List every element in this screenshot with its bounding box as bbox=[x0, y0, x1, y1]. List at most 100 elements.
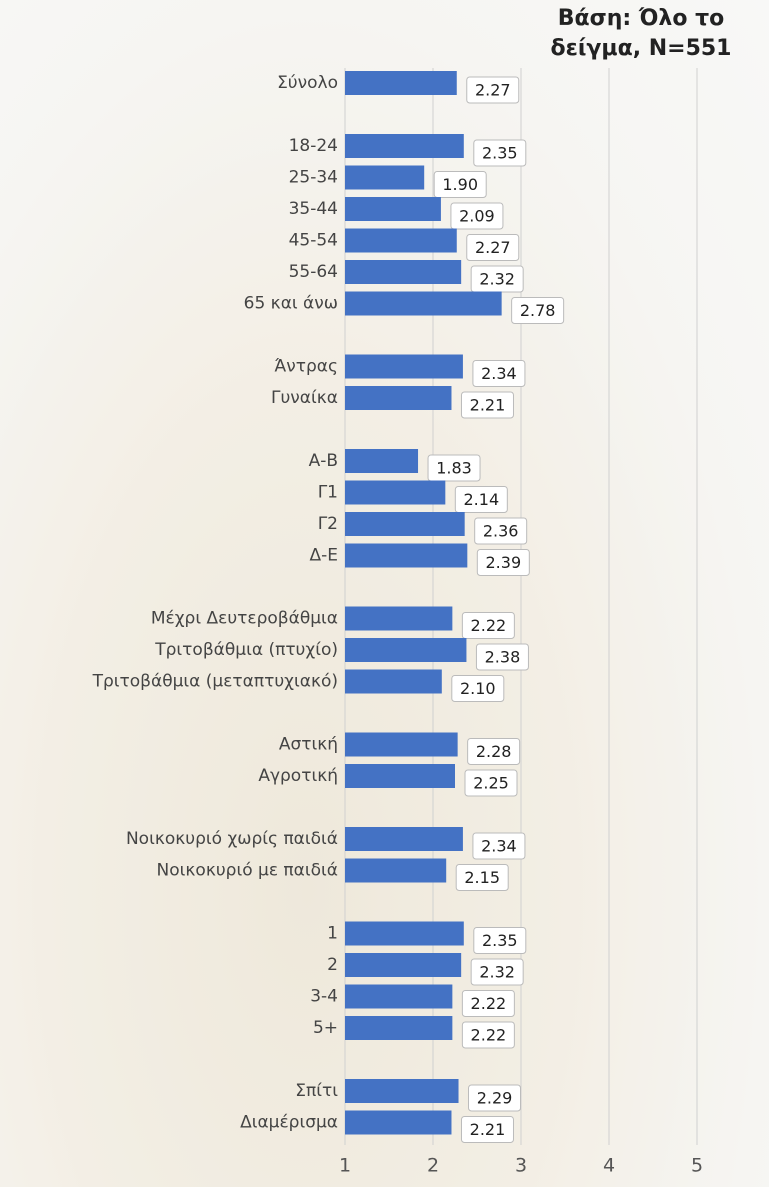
value-label: 2.34 bbox=[481, 364, 517, 383]
value-label: 2.32 bbox=[479, 270, 515, 289]
value-label-box bbox=[460, 1116, 514, 1143]
value-label-box bbox=[451, 675, 505, 702]
bar bbox=[345, 260, 462, 284]
y-tick-label: 2 bbox=[327, 955, 338, 975]
y-tick-label: Σύνολο bbox=[277, 73, 338, 93]
bar bbox=[345, 669, 442, 694]
bar bbox=[345, 1110, 452, 1135]
y-tick-label: Μέχρι Δευτεροβάθμια bbox=[151, 609, 338, 629]
bar bbox=[345, 512, 465, 536]
value-label: 2.14 bbox=[464, 490, 500, 509]
bar bbox=[345, 1079, 459, 1103]
value-label: 2.09 bbox=[459, 207, 495, 226]
value-label: 2.36 bbox=[483, 522, 519, 541]
value-label: 2.35 bbox=[482, 144, 518, 163]
value-label-box bbox=[472, 360, 526, 387]
y-tick-label: Διαμέρισμα bbox=[240, 1113, 338, 1133]
y-tick-label: Σπίτι bbox=[295, 1081, 338, 1101]
value-label-box bbox=[473, 139, 527, 167]
value-label-box bbox=[472, 832, 526, 860]
bar bbox=[345, 291, 502, 316]
value-label-box bbox=[461, 1021, 515, 1049]
bar bbox=[345, 354, 463, 379]
value-label: 1.83 bbox=[436, 459, 472, 478]
value-label-box bbox=[454, 486, 508, 513]
y-tick-label: Τριτοβάθμια (μεταπτυχιακό) bbox=[92, 672, 338, 692]
y-tick-label: 5+ bbox=[313, 1018, 338, 1038]
value-label-box bbox=[464, 769, 518, 797]
value-label: 2.34 bbox=[481, 837, 517, 856]
value-label: 2.78 bbox=[520, 301, 556, 320]
value-label: 2.27 bbox=[475, 238, 511, 257]
y-tick-label: Δ-Ε bbox=[309, 546, 338, 566]
value-label: 2.22 bbox=[471, 616, 507, 635]
value-label-box bbox=[467, 738, 521, 765]
bar bbox=[345, 1016, 453, 1040]
y-tick-label: 25-34 bbox=[289, 168, 338, 188]
y-tick-label: Άντρας bbox=[275, 357, 338, 377]
value-label: 1.90 bbox=[442, 175, 478, 194]
x-tick-label: 4 bbox=[603, 1155, 615, 1177]
bar bbox=[345, 732, 458, 757]
x-tick-label: 3 bbox=[515, 1155, 527, 1177]
value-label: 2.28 bbox=[476, 742, 512, 761]
y-tick-label: 18-24 bbox=[289, 136, 338, 156]
value-label-box bbox=[474, 517, 528, 545]
value-label: 2.21 bbox=[470, 396, 506, 415]
y-tick-label: 35-44 bbox=[289, 199, 338, 219]
value-label-box bbox=[461, 612, 515, 639]
value-label: 2.38 bbox=[485, 648, 521, 667]
value-label: 2.35 bbox=[482, 931, 518, 950]
chart-title: Βάση: Όλο το δείγμα, N=551 bbox=[550, 6, 732, 61]
value-label: 2.21 bbox=[470, 1120, 506, 1139]
value-label-box bbox=[476, 549, 530, 576]
value-label-box bbox=[466, 76, 520, 104]
value-label-box bbox=[473, 927, 527, 954]
y-tick-label: Νοικοκυριό χωρίς παιδιά bbox=[126, 829, 338, 849]
bar bbox=[345, 858, 447, 883]
value-label: 2.10 bbox=[460, 679, 496, 698]
bar bbox=[345, 449, 419, 473]
y-tick-label: 65 και άνω bbox=[244, 294, 338, 314]
y-tick-label: 55-64 bbox=[289, 262, 338, 282]
value-label: 2.22 bbox=[471, 1026, 507, 1045]
value-label-box bbox=[455, 864, 509, 891]
bar bbox=[345, 386, 452, 410]
x-tick-label: 1 bbox=[339, 1155, 351, 1177]
y-tick-label: Τριτοβάθμια (πτυχίο) bbox=[154, 640, 338, 660]
y-tick-label: Αστική bbox=[279, 735, 338, 755]
bar bbox=[345, 921, 464, 946]
value-label-box bbox=[461, 990, 515, 1017]
bar bbox=[345, 197, 441, 221]
value-label-box bbox=[427, 454, 481, 482]
value-label-box bbox=[470, 958, 524, 986]
bar bbox=[345, 953, 462, 977]
y-tick-label: Α-Β bbox=[309, 451, 338, 471]
y-tick-label: Γυναίκα bbox=[271, 388, 338, 408]
value-label-box bbox=[475, 643, 529, 671]
x-tick-label: 2 bbox=[427, 1155, 439, 1177]
y-tick-label: Γ1 bbox=[318, 483, 338, 503]
value-label-box bbox=[466, 234, 520, 261]
value-label: 2.32 bbox=[479, 963, 515, 982]
bar bbox=[345, 764, 455, 788]
bar bbox=[345, 165, 425, 190]
bar bbox=[345, 543, 468, 568]
bar bbox=[345, 480, 446, 505]
value-label-box bbox=[460, 391, 514, 419]
y-tick-label: 3-4 bbox=[310, 987, 338, 1007]
value-label: 2.39 bbox=[486, 553, 522, 572]
value-label: 2.27 bbox=[475, 81, 511, 100]
bar bbox=[345, 606, 453, 631]
y-tick-label: Αγροτική bbox=[258, 766, 338, 786]
value-label-box bbox=[468, 1084, 522, 1112]
value-label-box bbox=[450, 202, 504, 230]
y-tick-label: 1 bbox=[327, 924, 338, 944]
value-label-box bbox=[511, 297, 565, 324]
bar bbox=[345, 134, 464, 158]
value-label: 2.25 bbox=[473, 774, 509, 793]
y-tick-label: Νοικοκυριό με παιδιά bbox=[157, 861, 338, 881]
value-label: 2.22 bbox=[471, 994, 507, 1013]
